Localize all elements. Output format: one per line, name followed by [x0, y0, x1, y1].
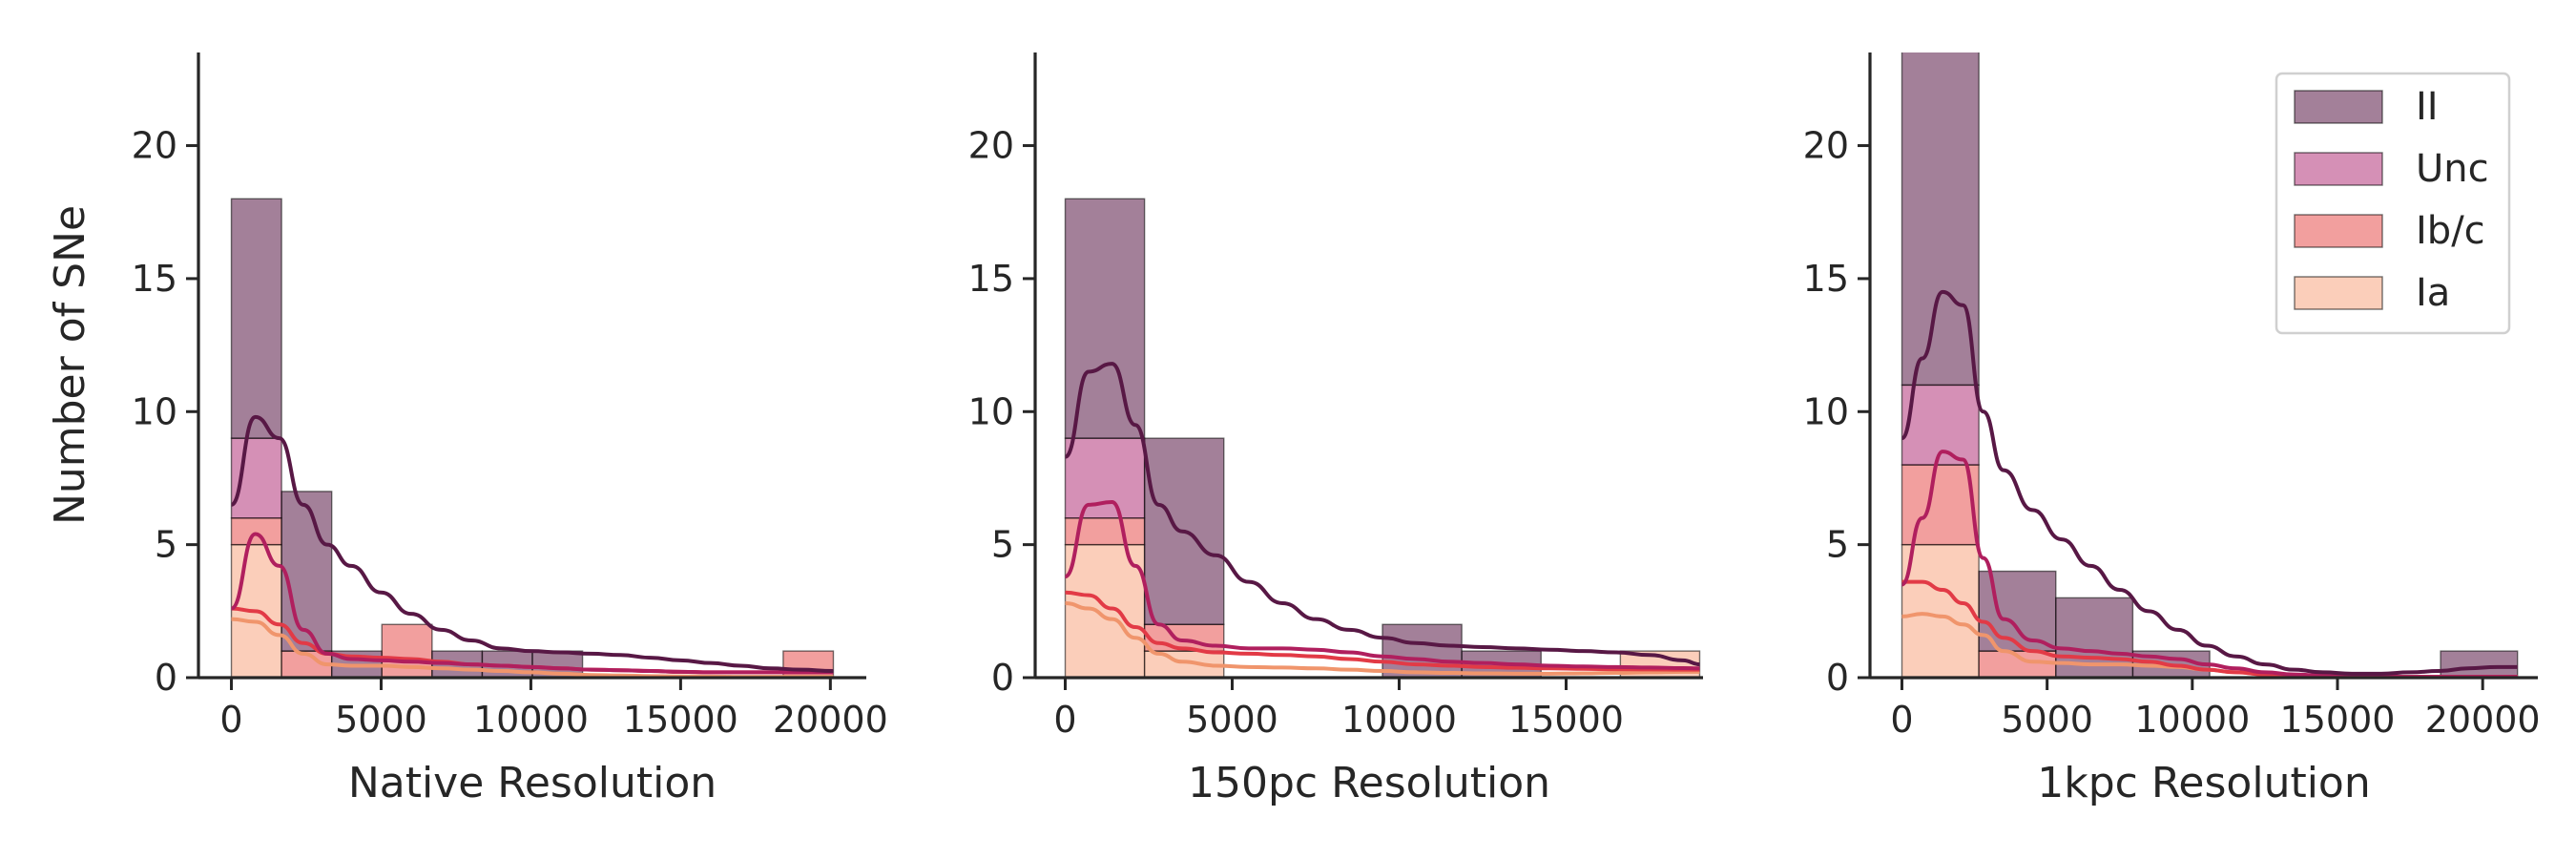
y-tick-label: 20	[1803, 125, 1849, 167]
kde-line-ia	[1065, 600, 1700, 676]
y-tick-label: 0	[1826, 657, 1849, 699]
x-tick-label: 15000	[623, 699, 738, 741]
y-tick-label: 15	[968, 258, 1014, 300]
y-tick-label: 10	[1803, 390, 1849, 432]
x-tick-label: 10000	[473, 699, 589, 741]
bar-ibc-bin-0	[230, 517, 282, 546]
y-tick-label: 15	[132, 258, 177, 300]
bar-ii-bin-4	[1381, 623, 1463, 678]
bar-ii-bin-1	[280, 491, 333, 652]
kde-line-ibc	[1065, 590, 1700, 672]
x-tick-label: 0	[1890, 699, 1913, 741]
y-tick-label: 15	[1803, 258, 1849, 300]
legend-label-unc: Unc	[2416, 147, 2489, 191]
y-axis-label: Number of SNe	[46, 205, 94, 525]
legend-swatch-ibc	[2294, 214, 2383, 248]
bar-unc-bin-0	[1901, 384, 1980, 466]
y-tick-label: 20	[968, 125, 1014, 167]
x-tick-label: 5000	[2001, 699, 2093, 741]
y-tick-label: 0	[155, 657, 177, 699]
bar-ii-bin-0	[1901, 52, 1980, 387]
y-tick-label: 20	[132, 125, 177, 167]
x-tick-label: 20000	[773, 699, 888, 741]
bar-unc-bin-0	[1064, 437, 1146, 519]
legend-swatch-ii	[2294, 90, 2383, 124]
x-tick-label: 0	[219, 699, 242, 741]
x-tick-label: 5000	[335, 699, 427, 741]
y-tick-label: 5	[1826, 524, 1849, 566]
y-tick-label: 0	[991, 657, 1014, 699]
panel-3: 0 5 10 15 20 0 5000 10000 15000 20000 1kpc Resolut…	[1803, 52, 2541, 807]
kde-line-ii	[230, 414, 834, 674]
y-tick-label: 5	[155, 524, 177, 566]
kde-curves	[1064, 362, 1700, 676]
bar-ia-bin-0	[1901, 543, 1980, 678]
y-tick-label: 5	[991, 524, 1014, 566]
x-tick-label: 10000	[1341, 699, 1457, 741]
legend-label-ia: Ia	[2416, 271, 2450, 315]
bars	[1064, 198, 1701, 678]
bar-ibc-bin-3	[381, 623, 433, 678]
panel-2: 0 5 10 15 20 0 5000 10000 15000 150pc Resolution	[968, 52, 1703, 807]
kde-line-ii	[1064, 362, 1700, 667]
legend-label-ibc: Ib/c	[2416, 209, 2485, 253]
y-tick-label: 10	[132, 390, 177, 432]
y-tick-label: 10	[968, 390, 1014, 432]
legend-swatch-ia	[2294, 276, 2383, 310]
x-axis-label: 150pc Resolution	[1188, 759, 1550, 807]
x-tick-label: 15000	[1508, 699, 1624, 741]
kde-line-unc	[1064, 500, 1700, 671]
legend-frame	[2275, 72, 2511, 335]
x-tick-label: 10000	[2134, 699, 2250, 741]
bars	[230, 198, 835, 678]
bar-ii-bin-0	[230, 198, 282, 439]
x-tick-label: 0	[1053, 699, 1076, 741]
kde-line-ii	[1901, 289, 2518, 676]
legend-label-ii: II	[2416, 85, 2439, 129]
x-tick-label: 20000	[2425, 699, 2541, 741]
legend-swatch-unc	[2294, 152, 2383, 186]
x-tick-label: 5000	[1186, 699, 1278, 741]
x-axis-label: Native Resolution	[348, 759, 717, 807]
bar-ii-bin-7	[2440, 650, 2519, 678]
kde-line-unc	[230, 532, 834, 675]
panel-1: 0 5 10 15 20 0 5000 10000 15000 20000 Native Resol…	[46, 52, 888, 807]
x-axis-label: 1kpc Resolution	[2037, 759, 2371, 807]
x-tick-label: 15000	[2280, 699, 2396, 741]
legend: II Unc Ib/c Ia	[2275, 72, 2511, 335]
